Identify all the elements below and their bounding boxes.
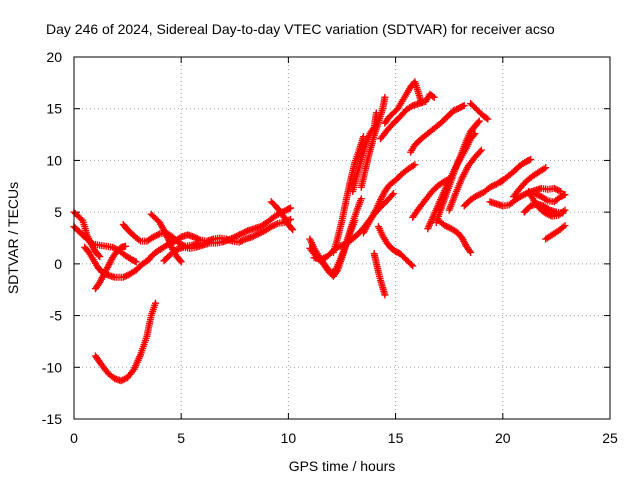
x-tick-label: 20: [495, 430, 511, 446]
data-series-trace-35: [531, 190, 569, 206]
data-series-trace-30: [486, 184, 565, 210]
data-series-trace-32: [510, 164, 550, 201]
data-series-trace-24: [407, 102, 468, 156]
y-tick-label: -10: [42, 359, 62, 375]
data-series-trace-15: [349, 109, 380, 195]
y-tick-label: 0: [54, 256, 62, 272]
data-series-trace-36: [542, 222, 569, 243]
y-tick-label: 10: [46, 152, 62, 168]
x-tick-label: 10: [281, 430, 297, 446]
plot-frame: [73, 56, 611, 420]
data-series-trace-31: [497, 155, 535, 186]
y-tick-label: 20: [46, 49, 62, 65]
data-series-trace-14: [329, 133, 367, 256]
data-series-trace-20: [370, 250, 389, 299]
data-series-trace-04: [91, 242, 129, 293]
data-series-trace-18: [377, 90, 438, 143]
y-tick-label: -5: [50, 308, 63, 324]
y-axis-label: SDTVAR / TECUs: [5, 182, 21, 294]
y-tick-label: 5: [54, 204, 62, 220]
data-series-trace-16: [357, 93, 389, 191]
data-series-trace-17: [381, 78, 425, 127]
y-tick-label: -15: [42, 411, 62, 427]
data-series-trace-34: [525, 187, 569, 220]
x-axis-label: GPS time / hours: [289, 458, 396, 474]
data-series-trace-19: [359, 161, 419, 237]
x-tick-label: 15: [388, 430, 404, 446]
data-series-trace-05: [91, 299, 159, 385]
y-tick-label: 15: [46, 101, 62, 117]
data-series-trace-26: [445, 146, 485, 214]
data-series-trace-03: [81, 243, 153, 281]
data-series-trace-22: [409, 174, 455, 221]
data-series-trace-10: [267, 198, 297, 234]
x-tick-label: 5: [177, 430, 185, 446]
data-series-trace-28: [434, 216, 475, 256]
data-marks: [70, 78, 569, 385]
data-series-trace-25: [432, 117, 483, 226]
axis-ticks: 0 5 10 15 20 25 -15 -10 -5 0 5 10 15 20: [42, 49, 618, 446]
data-series-trace-27: [467, 100, 492, 123]
x-tick-label: 25: [602, 430, 618, 446]
data-series-trace-09: [160, 204, 295, 265]
chart-title: Day 246 of 2024, Sidereal Day-to-day VTE…: [46, 21, 555, 37]
x-tick-label: 0: [70, 430, 78, 446]
data-series-trace-21: [374, 223, 417, 270]
